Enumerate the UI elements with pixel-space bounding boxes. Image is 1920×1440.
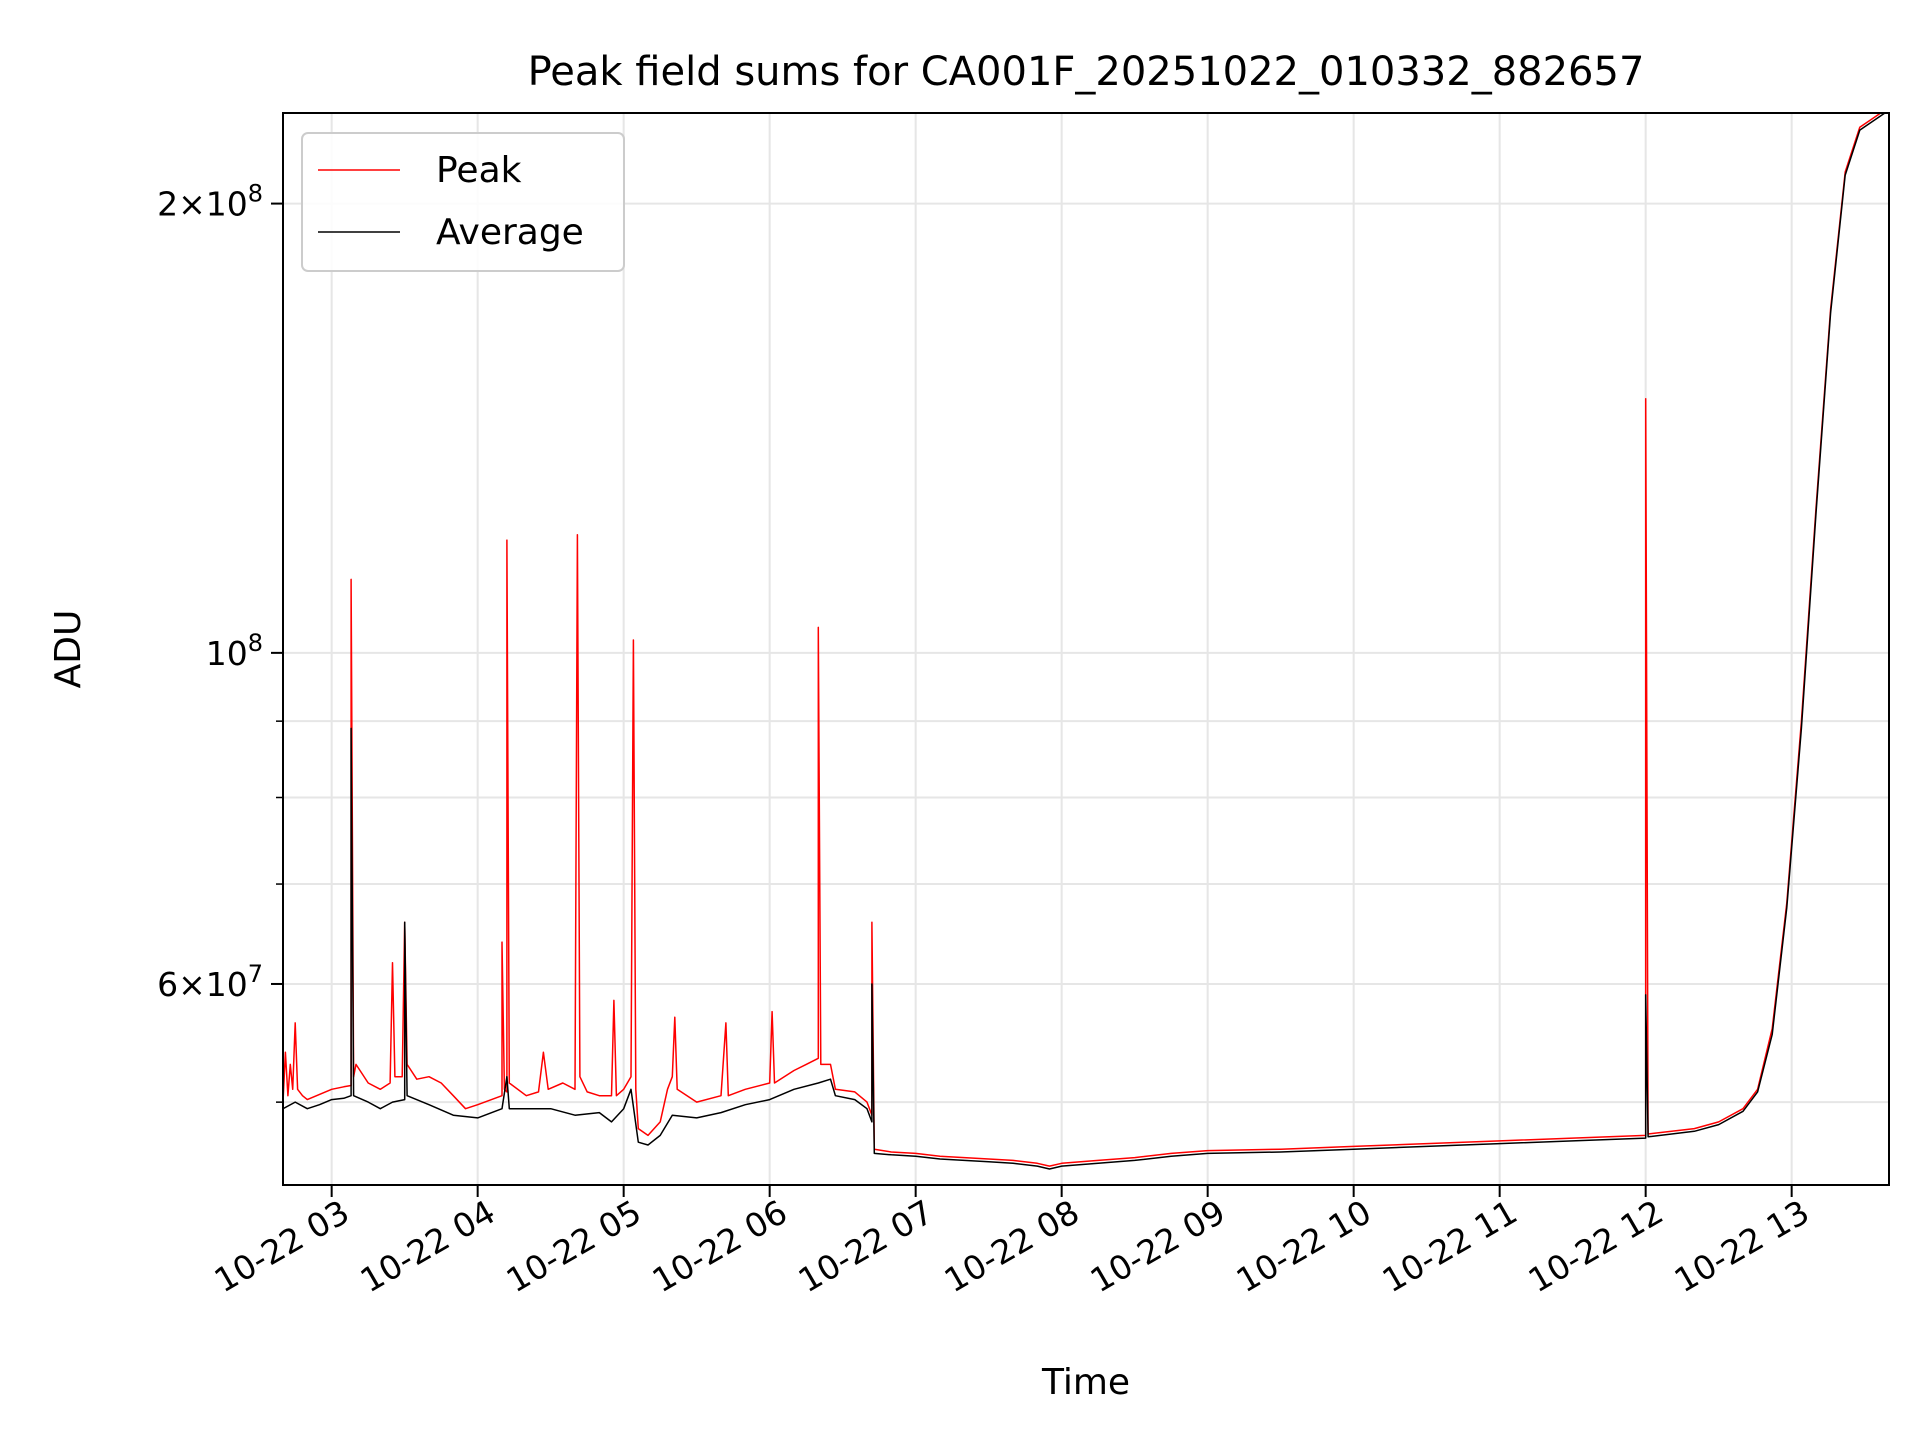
- x-tick-label: 10-22 07: [792, 1192, 940, 1300]
- x-tick-label: 10-22 06: [646, 1192, 794, 1300]
- x-tick-label: 10-22 03: [208, 1192, 356, 1300]
- x-tick-label: 10-22 11: [1376, 1192, 1524, 1300]
- grid: [283, 113, 1889, 1185]
- y-tick-label: 2×108: [157, 180, 263, 224]
- x-tick-label: 10-22 09: [1084, 1192, 1232, 1300]
- y-axis: 6×107 108 2×108: [157, 180, 283, 1103]
- x-tick-label: 10-22 10: [1230, 1192, 1378, 1300]
- chart-title: Peak field sums for CA001F_20251022_0103…: [528, 49, 1645, 95]
- y-tick-label: 6×107: [157, 960, 263, 1004]
- legend-box: [301, 132, 625, 272]
- legend-label-average: Average: [436, 212, 584, 253]
- y-tick-label: 108: [206, 629, 263, 673]
- axes-frame: [282, 112, 1890, 1186]
- series-line-peak: [283, 113, 1883, 1167]
- x-axis-label: Time: [1041, 1362, 1130, 1403]
- x-tick-label: 10-22 12: [1522, 1192, 1670, 1300]
- legend-label-peak: Peak: [436, 150, 522, 191]
- y-axis-label: ADU: [48, 610, 89, 689]
- plot-area: [283, 113, 1887, 1170]
- series-line-average: [283, 113, 1887, 1170]
- x-tick-label: 10-22 08: [938, 1192, 1086, 1300]
- x-tick-label: 10-22 05: [500, 1192, 648, 1300]
- x-tick-label: 10-22 13: [1668, 1192, 1816, 1300]
- x-tick-label: 10-22 04: [354, 1192, 502, 1300]
- legend: Peak Average: [301, 132, 625, 272]
